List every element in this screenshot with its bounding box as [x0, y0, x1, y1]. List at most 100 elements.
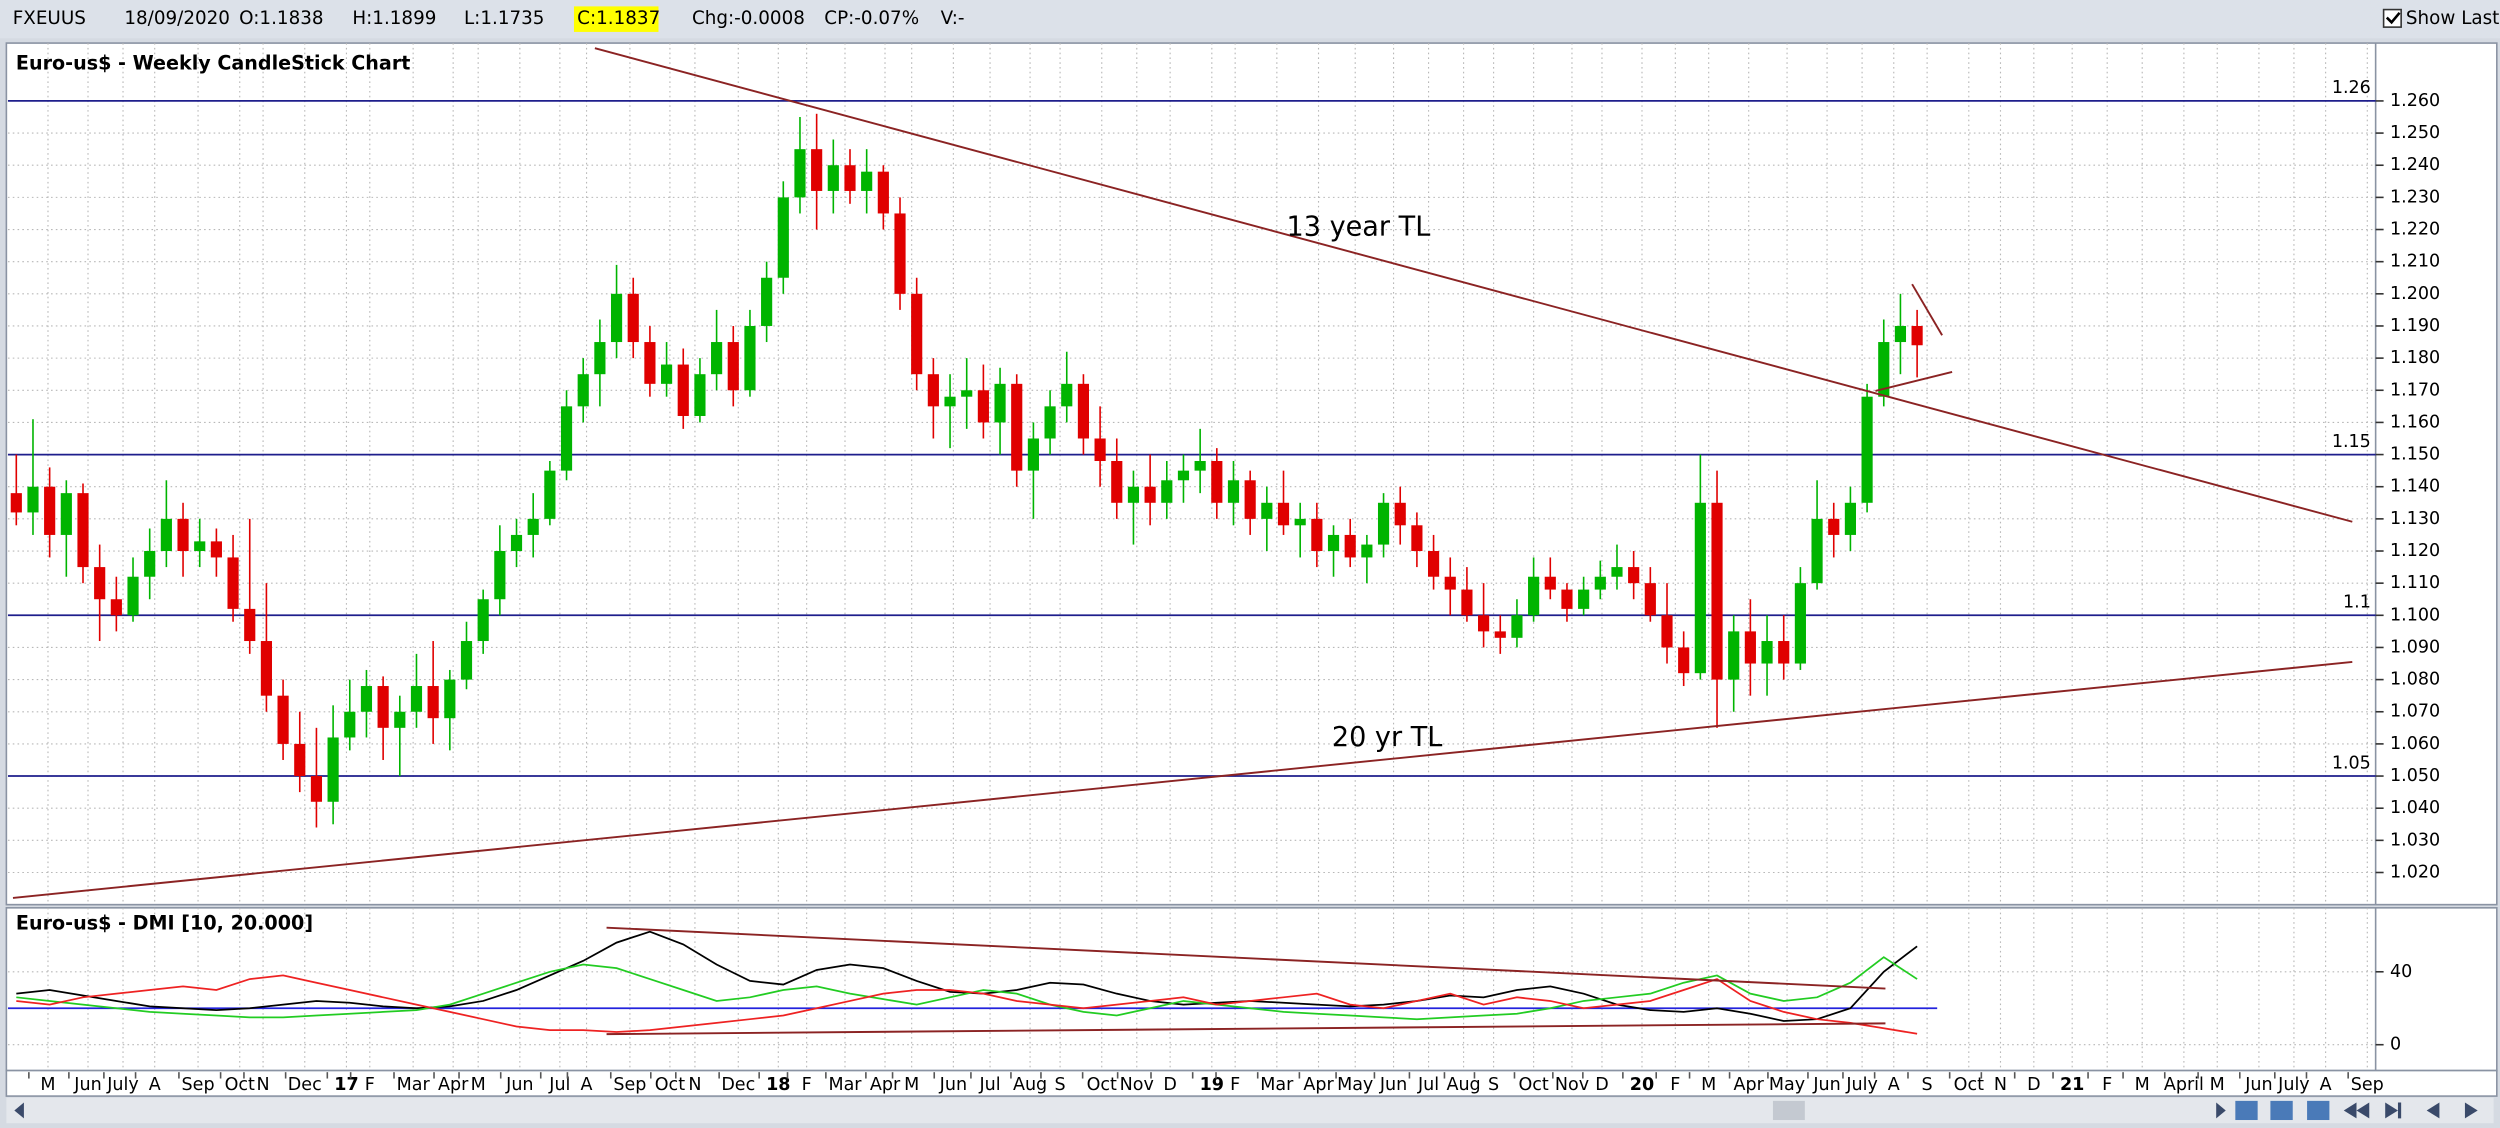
- x-tick-label: Dec: [721, 1075, 755, 1095]
- candle-body: [244, 608, 256, 642]
- date: 18/09/2020: [124, 8, 230, 29]
- candle-body: [60, 493, 72, 535]
- candle-body: [1794, 583, 1806, 664]
- high: H:1.1899: [352, 8, 436, 29]
- candle-body: [94, 567, 106, 600]
- y-tick-label: 0: [2390, 1035, 2401, 1055]
- x-tick-label: F: [1230, 1075, 1240, 1095]
- y-tick-label: 1.250: [2390, 123, 2440, 143]
- candle-body: [1811, 518, 1823, 584]
- price-panel: [5, 42, 2498, 906]
- x-tick-label: Oct: [655, 1075, 685, 1095]
- show-last-label[interactable]: Show Last: [2406, 8, 2499, 29]
- x-tick-label: F: [2102, 1075, 2112, 1095]
- x-tick-label: D: [1595, 1075, 1608, 1095]
- change-pct: CP:-0.07%: [824, 8, 919, 29]
- candle-body: [1344, 534, 1356, 558]
- time-axis: [5, 1069, 2498, 1097]
- candle-body: [327, 737, 339, 802]
- x-tick-label: Jun: [73, 1075, 101, 1095]
- candle-body: [544, 470, 556, 519]
- checkbox[interactable]: [2382, 8, 2402, 28]
- candle-body: [1294, 518, 1306, 526]
- scrollbar[interactable]: [6, 1097, 2494, 1124]
- x-tick-label: Nov: [1555, 1075, 1589, 1095]
- next-button[interactable]: [2464, 1102, 2478, 1119]
- x-tick-label: Mar: [397, 1075, 431, 1095]
- x-tick-label: N: [688, 1075, 701, 1095]
- scroll-left[interactable]: [14, 1102, 24, 1119]
- candle-body: [644, 342, 656, 384]
- candle-body: [594, 342, 606, 375]
- zoom-button[interactable]: [2307, 1100, 2330, 1121]
- candle-body: [527, 518, 539, 535]
- zoom-button[interactable]: [2270, 1100, 2293, 1121]
- candle-body: [1911, 325, 1923, 346]
- x-tick-label: Apr: [1303, 1075, 1334, 1095]
- y-tick-label: 1.150: [2390, 445, 2440, 465]
- open: O:1.1838: [239, 8, 323, 29]
- x-tick-label: M: [904, 1075, 919, 1095]
- prev-button[interactable]: [2426, 1102, 2440, 1119]
- candle-body: [77, 493, 89, 568]
- close-highlight: [573, 6, 659, 32]
- x-tick-label: F: [365, 1075, 375, 1095]
- candle-body: [1311, 518, 1323, 552]
- candle-body: [1144, 486, 1156, 503]
- candle-body: [1528, 576, 1540, 616]
- x-tick-label: Oct: [1518, 1075, 1548, 1095]
- show-last-checkbox[interactable]: Show Last: [2382, 8, 2500, 29]
- candle-body: [460, 641, 473, 680]
- candle-body: [1411, 525, 1423, 552]
- candle-body: [260, 641, 272, 696]
- x-tick-label: May: [1769, 1075, 1805, 1095]
- candle-body: [394, 711, 406, 728]
- candle-body: [1561, 589, 1573, 609]
- header-bar: [0, 0, 2500, 39]
- candle-body: [1728, 631, 1740, 680]
- scroll-track[interactable]: [6, 1097, 2494, 1124]
- end-button[interactable]: [2385, 1102, 2402, 1119]
- candle-body: [1594, 576, 1606, 590]
- candle-body: [110, 599, 122, 616]
- y-tick-label: 1.080: [2390, 670, 2440, 690]
- y-tick-label: 1.260: [2390, 91, 2440, 111]
- level-label: 1.15: [2332, 432, 2371, 452]
- x-tick-label: Apr: [1734, 1075, 1765, 1095]
- candle-body: [1861, 396, 1873, 503]
- x-tick-label: S: [1055, 1075, 1066, 1095]
- scroll-thumb[interactable]: [1772, 1100, 1805, 1121]
- y-tick-label: 1.160: [2390, 412, 2440, 432]
- candle-body: [177, 518, 189, 552]
- candle-body: [911, 293, 923, 375]
- candle-body: [877, 171, 889, 214]
- candle-body: [1494, 631, 1506, 638]
- y-tick-label: 1.090: [2390, 637, 2440, 657]
- volume: V:-: [941, 8, 965, 29]
- x-tick-label: Jun: [1812, 1075, 1840, 1095]
- x-tick-label: Jun: [939, 1075, 967, 1095]
- panel-title: Euro-us$ - DMI [10, 20.000]: [16, 911, 313, 934]
- candle-body: [727, 342, 739, 391]
- candle-body: [1661, 615, 1673, 648]
- candle-body: [827, 165, 839, 191]
- y-tick-label: 1.180: [2390, 348, 2440, 368]
- y-tick-label: 1.040: [2390, 798, 2440, 818]
- x-tick-label: July: [1845, 1075, 1878, 1095]
- candle-body: [560, 406, 573, 471]
- x-tick-label: Mar: [828, 1075, 862, 1095]
- y-tick-label: 1.200: [2390, 284, 2440, 304]
- candle-body: [844, 165, 856, 191]
- candle-body: [1177, 470, 1190, 481]
- candle-body: [1361, 544, 1373, 558]
- x-tick-label: Oct: [1087, 1075, 1117, 1095]
- candle-body: [294, 743, 306, 777]
- candle-body: [1544, 576, 1556, 590]
- scroll-right[interactable]: [2216, 1102, 2226, 1119]
- trend-line: [1911, 283, 1943, 336]
- candle-body: [744, 325, 756, 391]
- candle-body: [1011, 383, 1023, 471]
- zoom-button[interactable]: [2235, 1100, 2258, 1121]
- y-tick-label: 1.100: [2390, 605, 2440, 625]
- x-tick-label: D: [1163, 1075, 1176, 1095]
